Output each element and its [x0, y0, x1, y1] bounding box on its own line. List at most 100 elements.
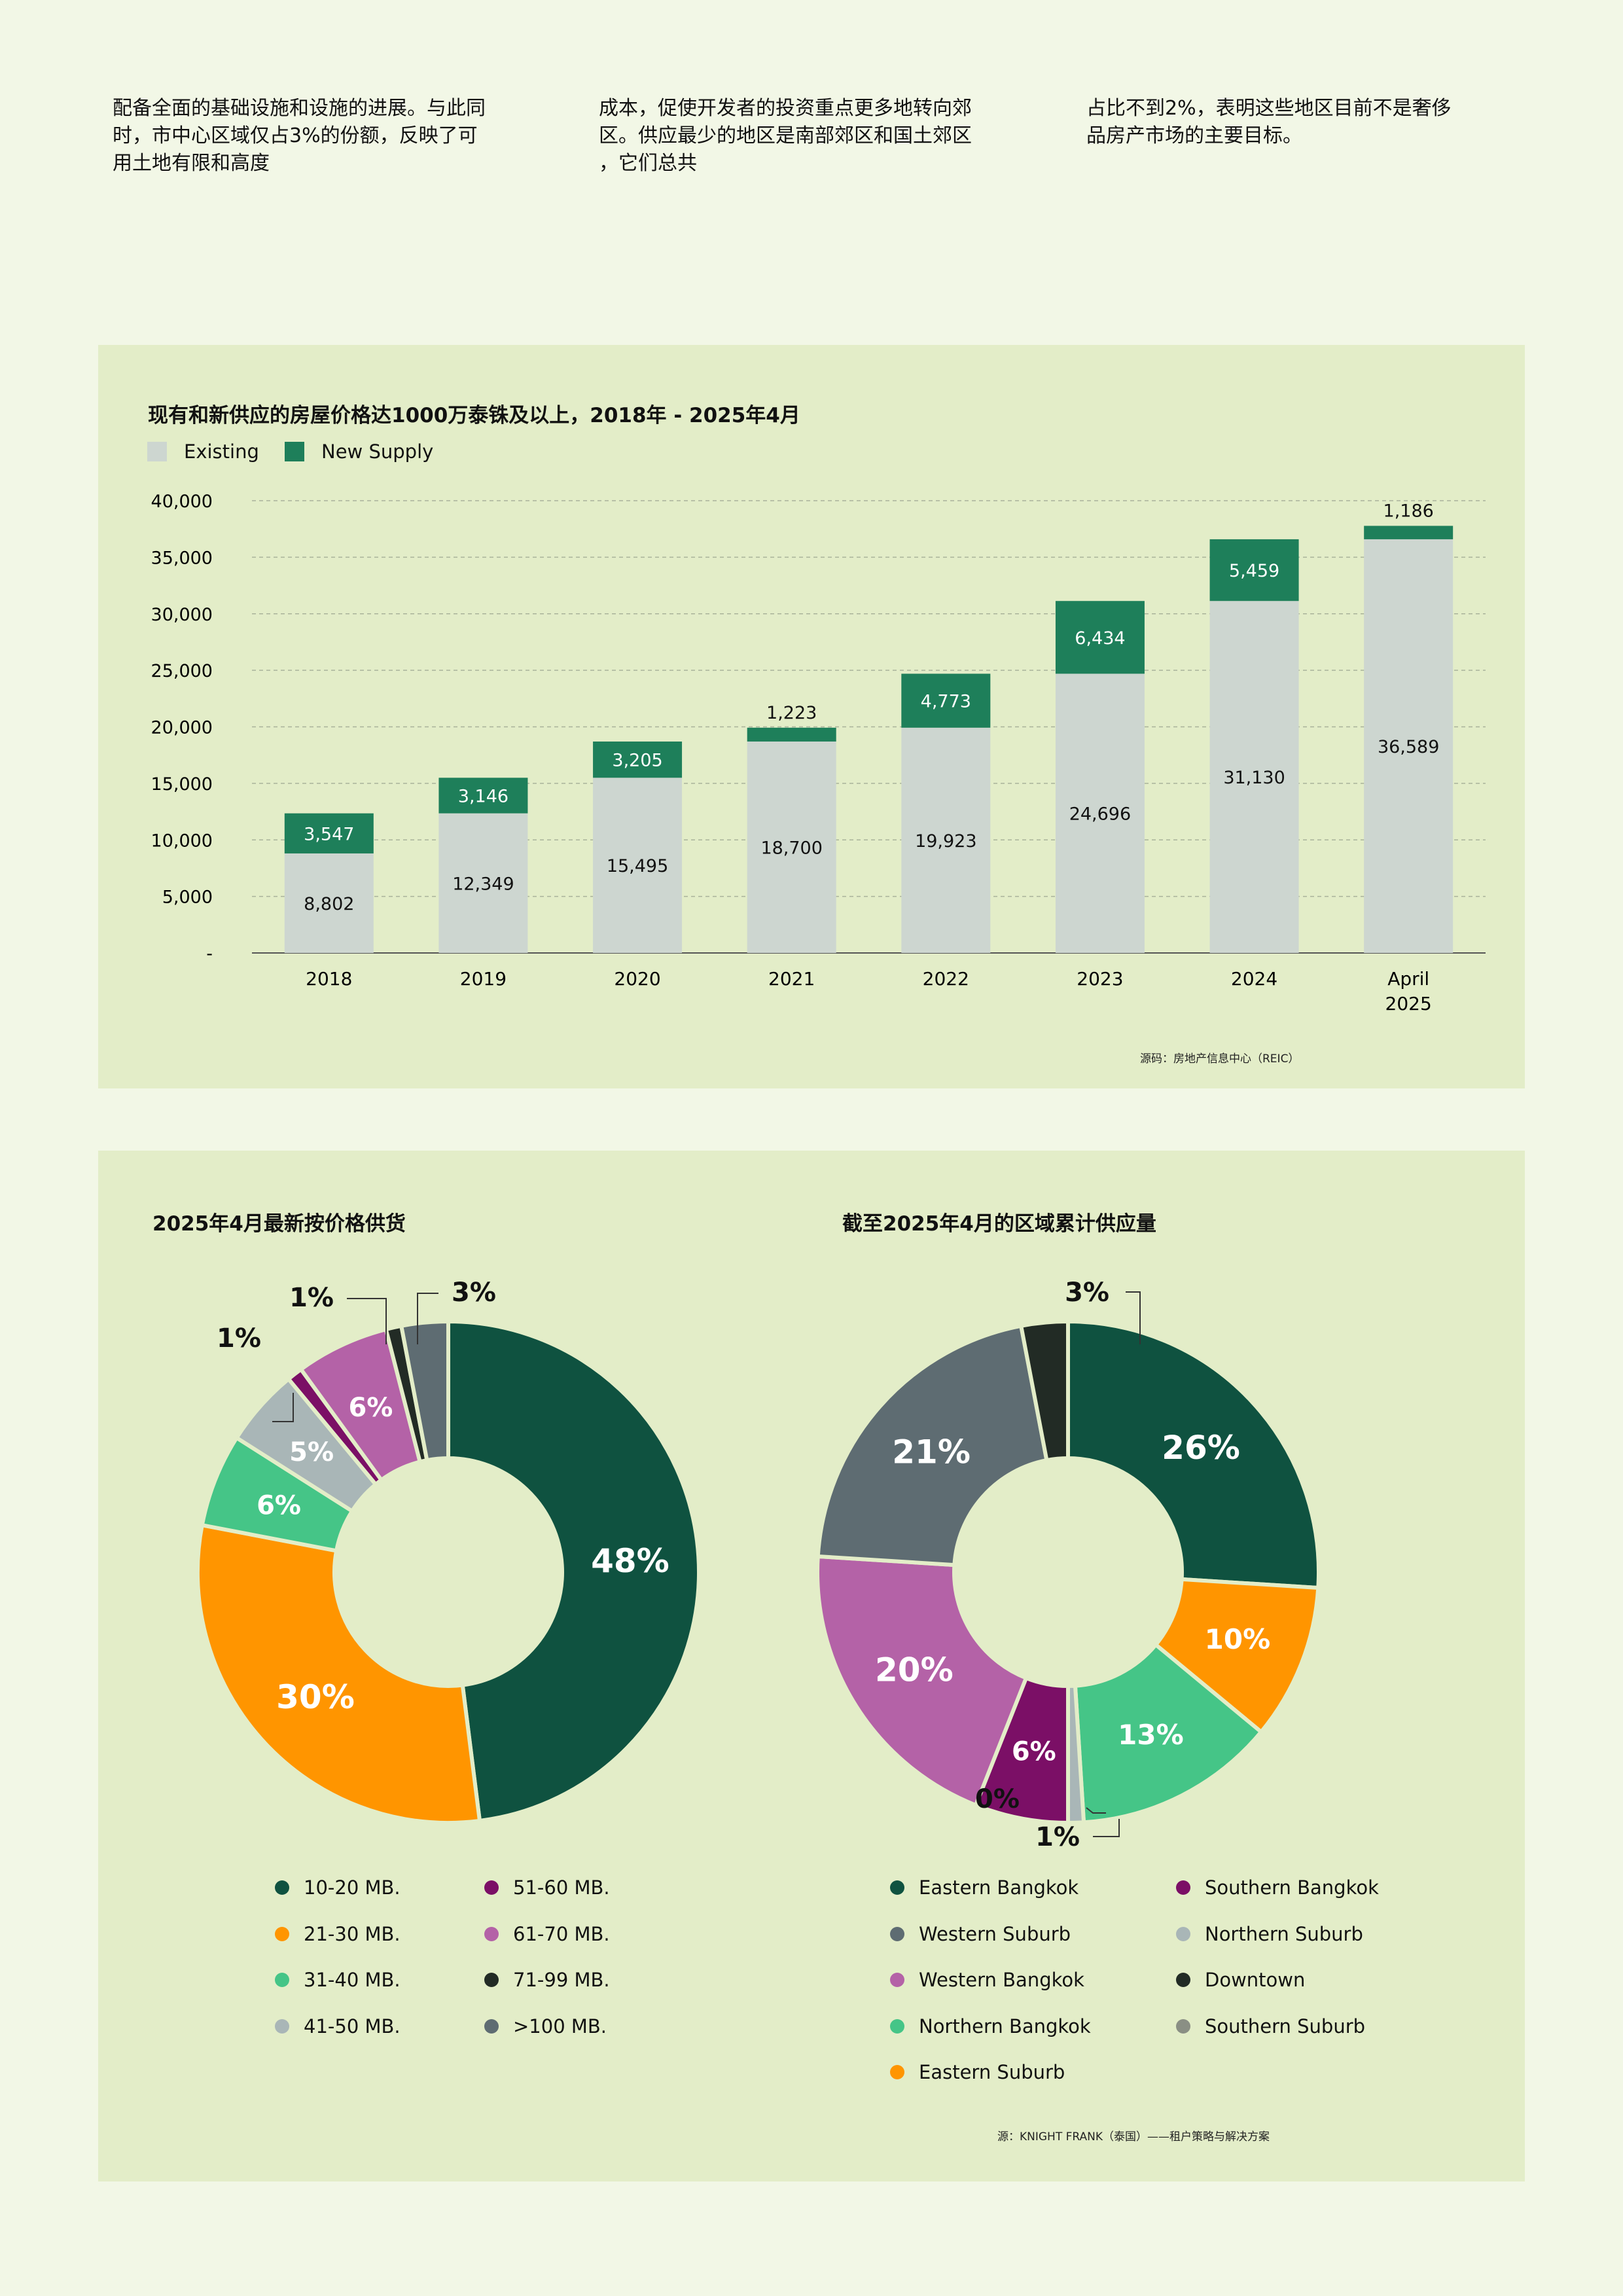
data-label-existing: 15,495 [607, 856, 668, 876]
legend-dot [275, 1880, 289, 1895]
legend-item: Eastern Bangkok [890, 1876, 1079, 1899]
data-label-new-supply: 3,205 [612, 751, 662, 771]
legend-swatch-new-supply [285, 442, 304, 461]
legend-label: 21-30 MB. [304, 1922, 401, 1945]
legend-label: Southern Suburb [1205, 2015, 1366, 2037]
legend-dot [484, 1926, 499, 1941]
legend-item: 31-40 MB. [275, 1969, 401, 1991]
y-tick-label: 10,000 [151, 831, 213, 851]
legend-item: 71-99 MB. [484, 1969, 610, 1991]
bar-new-supply [438, 778, 528, 814]
x-tick-label: 2023 [1077, 968, 1123, 990]
bar-new-supply [1055, 601, 1145, 674]
data-label-new-supply: 3,547 [304, 824, 354, 844]
slice-label: 10% [1205, 1623, 1271, 1655]
leader-line [272, 1393, 294, 1422]
legend-dot [890, 1973, 904, 1987]
donut-slice [399, 1319, 450, 1463]
bar-existing [1055, 673, 1145, 953]
donut-charts-panel: 2025年4月最新按价格供货 截至2025年4月的区域累计供应量 48% 30% 6… [98, 1151, 1525, 2181]
legend-label: Northern Bangkok [919, 2015, 1091, 2037]
slice-label: 3% [1065, 1278, 1109, 1308]
data-label-existing: 24,696 [1069, 804, 1131, 825]
data-label-new-supply: 6,434 [1075, 628, 1125, 649]
data-label-existing: 36,589 [1378, 737, 1439, 757]
intro-text-col1: 配备全面的基础设施和设施的进展。与此同 时，市中心区域仅占3%的份额，反映了可 … [113, 97, 486, 175]
region-donut-title: 截至2025年4月的区域累计供应量 [842, 1212, 1156, 1236]
price-donut-title: 2025年4月最新按价格供货 [152, 1212, 406, 1236]
donut-slice [1073, 1641, 1264, 1825]
slice-label: 13% [1118, 1719, 1184, 1751]
slice-label: 20% [875, 1651, 954, 1689]
leader-line [347, 1298, 387, 1344]
x-tick-label: 2022 [923, 968, 969, 990]
donut-slice [446, 1319, 702, 1823]
slice-label: 48% [591, 1542, 669, 1580]
donut-slice [815, 1554, 1029, 1808]
legend-dot [484, 1880, 499, 1895]
legend-item: 41-50 MB. [275, 2015, 401, 2037]
slice-label: 5% [289, 1437, 334, 1467]
legend-dot [275, 2018, 289, 2034]
legend-swatch-existing [147, 442, 167, 461]
x-tick-label: 2018 [306, 968, 352, 990]
leader-line [1086, 1807, 1106, 1814]
legend-label: 31-40 MB. [304, 1969, 401, 1991]
x-tick-label: 2025 [1385, 993, 1432, 1014]
legend-dot [890, 2065, 904, 2079]
legend-item: Western Bangkok [890, 1969, 1084, 1991]
data-label-new-supply: 5,459 [1229, 561, 1279, 581]
legend-label: >100 MB. [513, 2015, 607, 2037]
legend-item: Northern Suburb [1176, 1923, 1363, 1945]
slice-label: 0% [975, 1784, 1020, 1814]
legend-item: 51-60 MB. [484, 1876, 610, 1899]
y-tick-label: 20,000 [151, 718, 213, 738]
legend-item: Northern Bangkok [890, 2015, 1091, 2037]
slice-label: 30% [276, 1678, 355, 1716]
data-label-new-supply: 1,186 [1383, 501, 1434, 521]
legend-dot [1176, 1973, 1190, 1987]
data-label-existing: 8,802 [304, 894, 354, 914]
bar-chart-panel: 现有和新供应的房屋价格达1000万泰铢及以上，2018年 - 2025年4月 E… [98, 345, 1525, 1088]
donut-slice [815, 1323, 1049, 1568]
data-label-new-supply: 1,223 [766, 703, 817, 723]
legend-dot [275, 1926, 289, 1941]
y-tick-label: 35,000 [151, 548, 213, 568]
legend-label: Northern Suburb [1205, 1922, 1363, 1945]
data-label-new-supply: 3,146 [458, 786, 508, 806]
legend-label: 71-99 MB. [513, 1969, 610, 1991]
slice-label: 1% [289, 1283, 334, 1313]
donut-slice [196, 1522, 482, 1825]
legend-dot [1176, 1880, 1190, 1895]
bar-existing [284, 853, 374, 953]
donut-charts: 48% 30% 6% 5% 6% 1% 1% 3% 26% 10% 13% 6% 20% 21% 1% 0% 3… [196, 1278, 1321, 1852]
legend-item: 61-70 MB. [484, 1923, 610, 1945]
legend-label: Eastern Suburb [919, 2061, 1065, 2083]
y-tick-label: 30,000 [151, 605, 213, 625]
legend-label: Eastern Bangkok [919, 1876, 1079, 1899]
y-tick-label: 5,000 [162, 888, 213, 908]
legend-label-new-supply: New Supply [321, 440, 434, 463]
legend-new-supply: New Supply [285, 440, 433, 463]
y-tick-label: - [206, 944, 213, 964]
bar-chart-source: 源码：房地产信息中心（REIC） [1140, 1052, 1300, 1066]
legend-label-existing: Existing [184, 440, 259, 463]
legend-item: 10-20 MB. [275, 1876, 401, 1899]
slice-label: 6% [257, 1490, 301, 1520]
legend-label: 41-50 MB. [304, 2015, 401, 2037]
data-label-existing: 18,700 [760, 838, 822, 858]
bar-existing [593, 778, 683, 953]
data-label-existing: 19,923 [915, 831, 976, 852]
data-label-existing: 31,130 [1223, 768, 1285, 788]
legend-label: Western Bangkok [919, 1969, 1084, 1991]
legend-item: Downtown [1176, 1969, 1305, 1991]
slice-label: 6% [1012, 1737, 1056, 1767]
leader-line [1126, 1291, 1141, 1344]
y-tick-label: 40,000 [151, 492, 213, 512]
legend-dot [890, 2018, 904, 2034]
legend-dot [1176, 1926, 1190, 1941]
bar-existing [438, 813, 528, 953]
y-tick-label: 15,000 [151, 774, 213, 795]
legend-item: 21-30 MB. [275, 1923, 401, 1945]
bar-existing [901, 727, 991, 953]
